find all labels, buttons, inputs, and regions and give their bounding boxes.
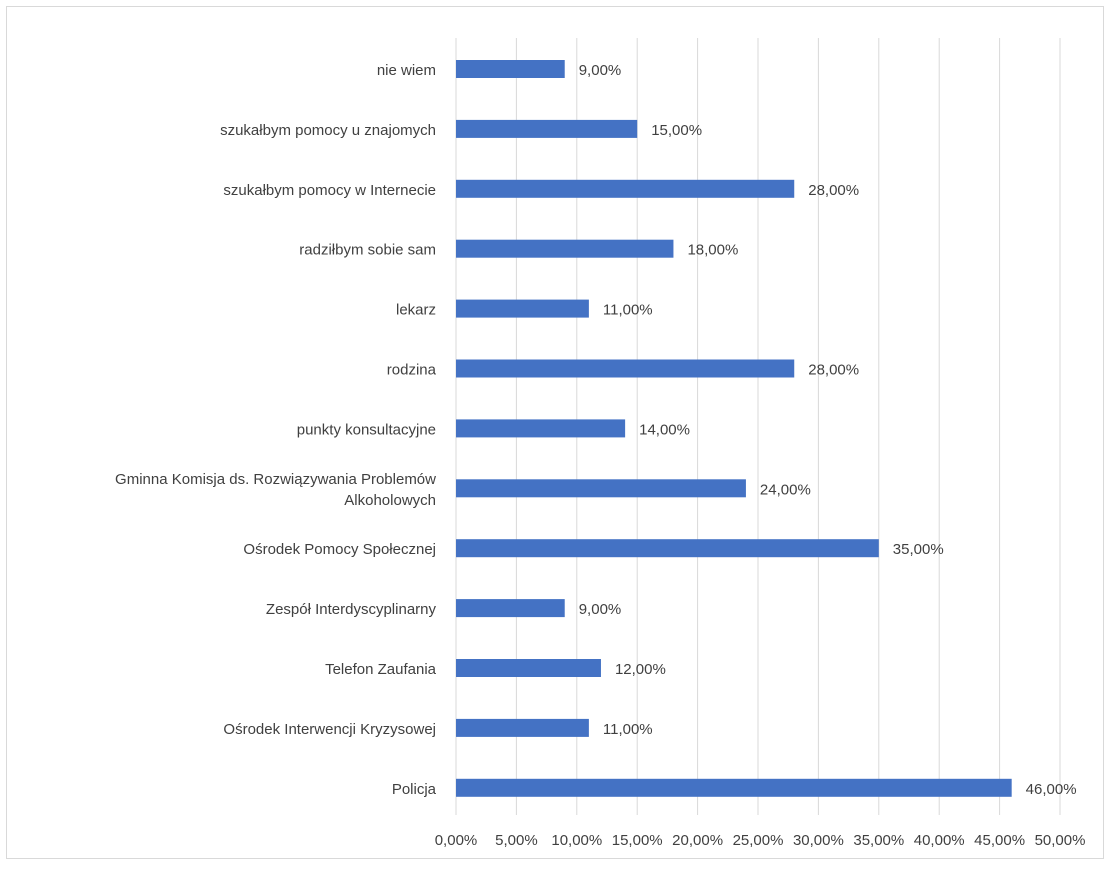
data-label: 15,00% bbox=[651, 122, 702, 139]
x-tick-label: 0,00% bbox=[435, 832, 478, 849]
x-tick-label: 50,00% bbox=[1035, 832, 1086, 849]
category-labels: nie wiem szukałbym pomocy u znajomych szuk… bbox=[115, 62, 437, 798]
x-tick-label: 10,00% bbox=[551, 832, 602, 849]
x-tick-label: 25,00% bbox=[733, 832, 784, 849]
category-label: nie wiem bbox=[377, 62, 436, 79]
x-axis-tick-labels: 0,00% 5,00% 10,00% 15,00% 20,00% 25,00% 30,00%… bbox=[435, 832, 1086, 849]
category-label: radziłbym sobie sam bbox=[299, 242, 436, 259]
bars bbox=[456, 60, 1012, 797]
bar bbox=[456, 539, 879, 558]
bar bbox=[456, 179, 795, 198]
data-label: 14,00% bbox=[639, 421, 690, 438]
x-tick-label: 30,00% bbox=[793, 832, 844, 849]
data-label: 46,00% bbox=[1026, 781, 1077, 798]
data-label: 18,00% bbox=[687, 242, 738, 259]
bar bbox=[456, 778, 1012, 797]
bar bbox=[456, 659, 601, 677]
category-label: lekarz bbox=[396, 302, 436, 319]
bar bbox=[456, 359, 795, 378]
data-label: 11,00% bbox=[603, 302, 653, 319]
bar bbox=[456, 119, 638, 138]
category-label: Zespół Interdyscyplinarny bbox=[266, 601, 437, 618]
category-label: punkty konsultacyjne bbox=[297, 421, 436, 438]
bar bbox=[456, 60, 565, 78]
data-labels: 9,00% 15,00% 28,00% 18,00% 11,00% 28,00% 14,00… bbox=[579, 62, 1077, 798]
gridlines bbox=[455, 38, 1061, 815]
bar bbox=[456, 599, 565, 618]
category-label: Telefon Zaufania bbox=[325, 661, 437, 678]
category-label: Ośrodek Interwencji Kryzysowej bbox=[223, 721, 436, 738]
x-tick-label: 20,00% bbox=[672, 832, 723, 849]
x-tick-label: 35,00% bbox=[853, 832, 904, 849]
data-label: 9,00% bbox=[579, 601, 622, 618]
bar bbox=[456, 479, 746, 498]
data-label: 12,00% bbox=[615, 661, 666, 678]
category-label: szukałbym pomocy u znajomych bbox=[220, 122, 436, 139]
data-label: 28,00% bbox=[808, 362, 859, 379]
bar bbox=[456, 299, 589, 318]
data-label: 35,00% bbox=[893, 541, 944, 558]
category-label: Policja bbox=[392, 781, 437, 798]
x-tick-label: 15,00% bbox=[612, 832, 663, 849]
category-label: Gminna Komisja ds. Rozwiązywania Problem… bbox=[115, 471, 436, 488]
category-label: Ośrodek Pomocy Społecznej bbox=[243, 541, 436, 558]
x-tick-label: 45,00% bbox=[974, 832, 1025, 849]
bar bbox=[456, 239, 674, 258]
bar bbox=[456, 419, 626, 438]
data-label: 28,00% bbox=[808, 182, 859, 199]
data-label: 24,00% bbox=[760, 481, 811, 498]
x-tick-label: 5,00% bbox=[495, 832, 538, 849]
x-tick-label: 40,00% bbox=[914, 832, 965, 849]
data-label: 11,00% bbox=[603, 721, 653, 738]
category-label: Alkoholowych bbox=[344, 492, 436, 509]
bar bbox=[456, 718, 589, 737]
data-label: 9,00% bbox=[579, 62, 622, 79]
category-label: szukałbym pomocy w Internecie bbox=[223, 182, 436, 199]
category-label: rodzina bbox=[387, 362, 437, 379]
